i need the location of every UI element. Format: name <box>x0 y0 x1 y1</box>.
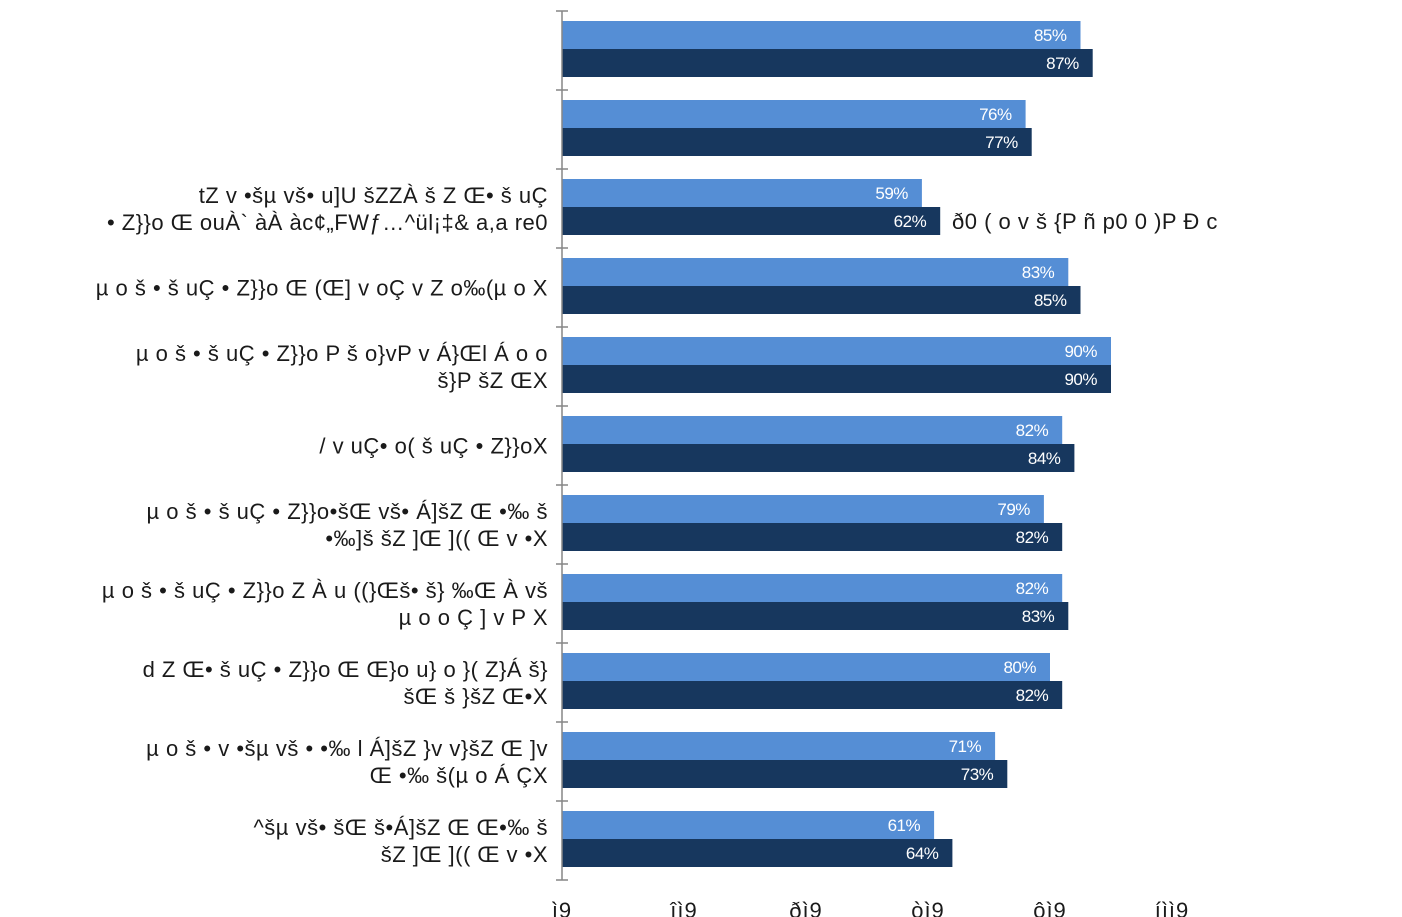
x-tick-label: ì9 <box>552 898 572 917</box>
bar-series2-cat3 <box>562 207 941 235</box>
data-label-series2-cat4: 85% <box>1034 291 1067 310</box>
data-label-series2-cat11: 64% <box>906 844 939 863</box>
axis-layer: ì9 îì9 ðì9 òì9 ôì9 íìì9 <box>552 10 1190 917</box>
bar-series2-cat11 <box>562 839 953 867</box>
category-label-4: µ o š • š uÇ • Z}}o Œ (Œ] v oÇ v Z o‰(µ … <box>96 276 548 301</box>
bar-series1-cat3 <box>562 179 922 207</box>
category-label-8: µ o o Ç ] v P X <box>399 605 548 630</box>
labels-layer: 85% 76% 59% 83% 90% 82% 79% 82% 80% 71% 61% 87% 77% 6… <box>96 26 1098 867</box>
bar-series1-cat1 <box>562 21 1081 49</box>
x-tick-label: îì9 <box>669 898 697 917</box>
bar-series2-cat4 <box>562 286 1081 314</box>
bar-series1-cat10 <box>562 732 996 760</box>
category-label-6: / v uÇ• o( š uÇ • Z}}oX <box>319 434 548 459</box>
category-label-11: šZ ]Œ ](( Œ v •X <box>381 842 548 867</box>
bar-series1-cat2 <box>562 100 1026 128</box>
data-label-series1-cat6: 82% <box>1016 421 1049 440</box>
category-label-10: Œ •‰ š(µ o Á ÇX <box>370 763 548 788</box>
bar-series2-cat1 <box>562 49 1093 77</box>
category-label-11: ^šµ vš• šŒ š•Á]šZ Œ Œ•‰ š <box>253 815 548 840</box>
x-tick-label: íìì9 <box>1155 898 1190 917</box>
category-label-10: µ o š • v •šµ vš • •‰ l Á]šZ }v v}šZ Œ ]… <box>146 736 548 761</box>
category-label-5: µ o š • š uÇ • Z}}o P š o}vP v Á}Œl Á o … <box>136 341 548 366</box>
data-label-series2-cat7: 82% <box>1016 528 1049 547</box>
bar-series2-cat2 <box>562 128 1032 156</box>
category-label-7: µ o š • š uÇ • Z}}o•šŒ vš• Á]šZ Œ •‰ š <box>147 499 549 524</box>
category-label-7: •‰]š šZ ]Œ ](( Œ v •X <box>325 526 548 551</box>
data-label-series2-cat9: 82% <box>1016 686 1049 705</box>
data-label-series2-cat6: 84% <box>1028 449 1061 468</box>
bar-series2-cat9 <box>562 681 1063 709</box>
bar-series1-cat7 <box>562 495 1044 523</box>
category-label-9: šŒ š }šZ Œ•X <box>404 684 549 709</box>
data-label-series2-cat3: 62% <box>894 212 927 231</box>
bar-series1-cat8 <box>562 574 1063 602</box>
bar-series2-cat7 <box>562 523 1063 551</box>
data-label-series2-cat8: 83% <box>1022 607 1055 626</box>
bar-series2-cat8 <box>562 602 1069 630</box>
bar-series1-cat6 <box>562 416 1063 444</box>
category-label-3: • Z}}o Œ ouÀ` àÀ àc¢„FWƒ…^ül¡‡& a,a re0 <box>107 210 548 235</box>
bar-series1-cat4 <box>562 258 1069 286</box>
data-label-series1-cat5: 90% <box>1064 342 1097 361</box>
data-label-series2-cat5: 90% <box>1064 370 1097 389</box>
data-label-series1-cat9: 80% <box>1003 658 1036 677</box>
bar-series1-cat9 <box>562 653 1050 681</box>
bar-series2-cat5 <box>562 365 1111 393</box>
bars-layer <box>562 21 1111 867</box>
data-label-series1-cat11: 61% <box>888 816 921 835</box>
bar-series2-cat10 <box>562 760 1008 788</box>
overlay-garbled-text: ð0 ( o v š {P ñ p0 0 )P Ð c <box>952 209 1218 234</box>
category-label-9: d Z Œ• š uÇ • Z}}o Œ Œ}o u} o }( Z}Á š} <box>143 657 548 682</box>
category-label-8: µ o š • š uÇ • Z}}o Z À u ((}Œš• š} ‰Œ À… <box>102 578 548 603</box>
category-label-3: tZ v •šµ vš• u]U šZZÀ š Z Œ• š uÇ <box>199 183 548 208</box>
data-label-series1-cat1: 85% <box>1034 26 1067 45</box>
data-label-series1-cat7: 79% <box>997 500 1030 519</box>
data-label-series1-cat8: 82% <box>1016 579 1049 598</box>
data-label-series2-cat2: 77% <box>985 133 1018 152</box>
bar-series2-cat6 <box>562 444 1075 472</box>
bar-series1-cat5 <box>562 337 1111 365</box>
x-tick-label: ðì9 <box>789 898 823 917</box>
data-label-series1-cat10: 71% <box>949 737 982 756</box>
data-label-series1-cat3: 59% <box>875 184 908 203</box>
data-label-series2-cat10: 73% <box>961 765 994 784</box>
x-tick-label: òì9 <box>911 898 945 917</box>
data-label-series1-cat4: 83% <box>1022 263 1055 282</box>
category-label-5: š}P šZ ŒX <box>438 368 548 393</box>
data-label-series2-cat1: 87% <box>1046 54 1079 73</box>
bar-series1-cat11 <box>562 811 935 839</box>
data-label-series1-cat2: 76% <box>979 105 1012 124</box>
x-tick-label: ôì9 <box>1033 898 1067 917</box>
